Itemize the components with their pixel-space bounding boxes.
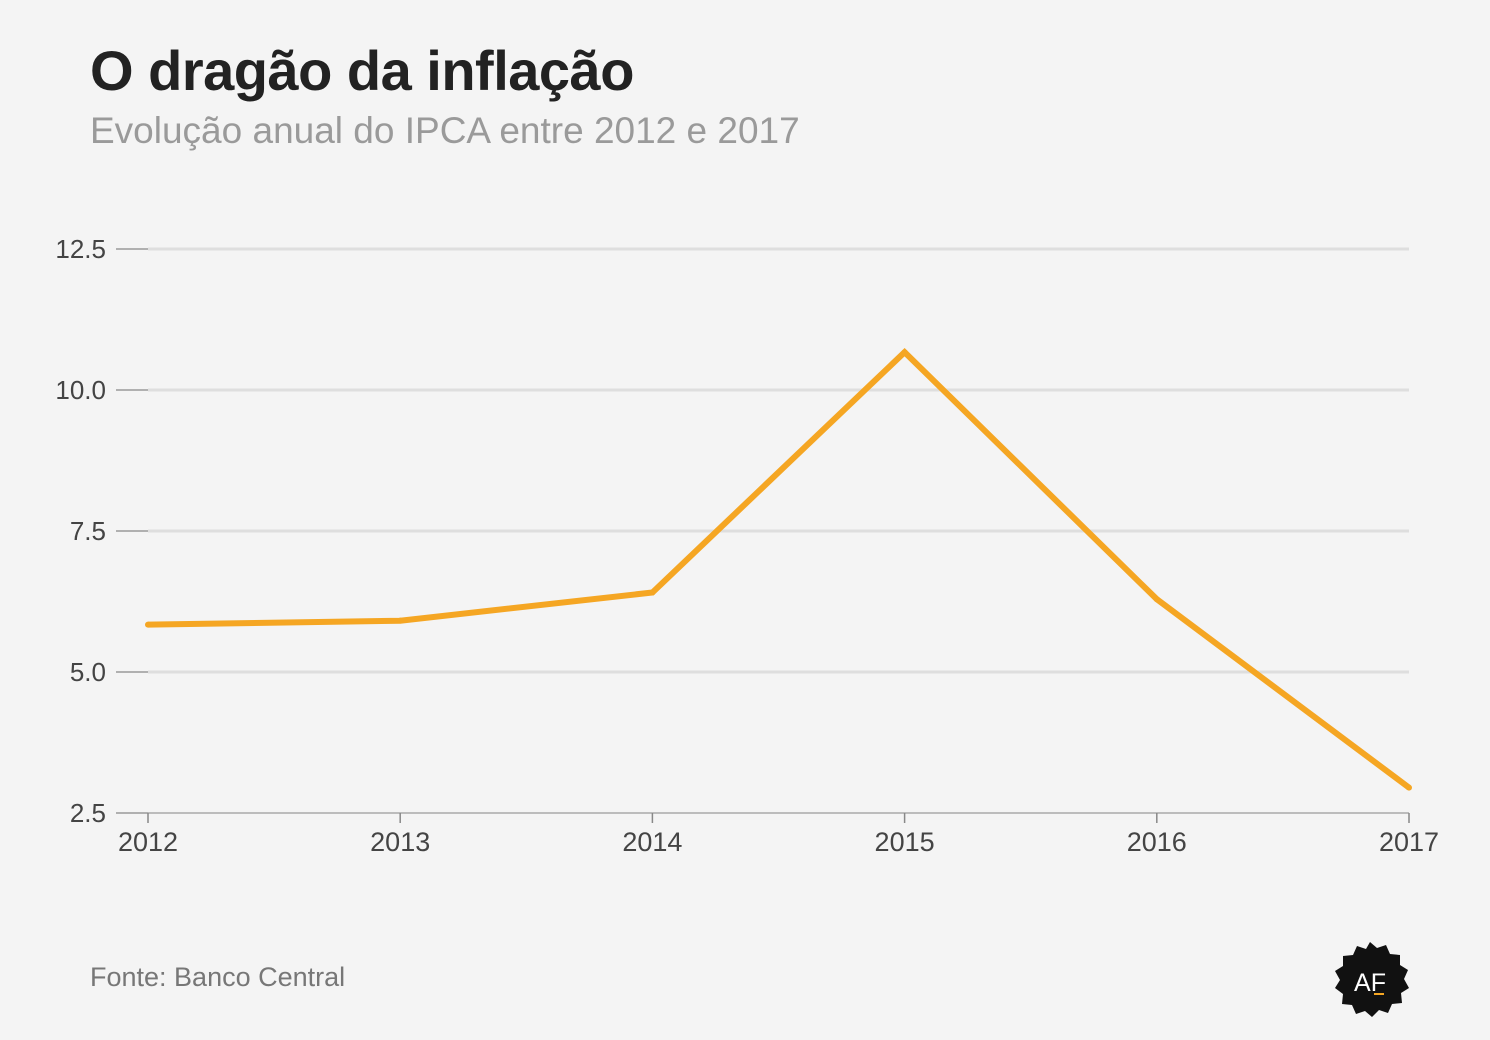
logo-badge-shape — [1335, 942, 1409, 1017]
chart-subtitle: Evolução anual do IPCA entre 2012 e 2017 — [90, 110, 800, 151]
y-tick-label: 5.0 — [70, 657, 106, 687]
ipca-data-point — [1406, 784, 1412, 791]
x-tick-label: 2017 — [1379, 827, 1439, 857]
y-tick-label: 12.5 — [55, 234, 106, 264]
logo-accent — [1374, 993, 1384, 995]
x-tick-label: 2016 — [1127, 827, 1187, 857]
ipca-data-point — [901, 349, 908, 356]
y-tick-label: 2.5 — [70, 798, 106, 828]
source-note: Fonte: Banco Central — [90, 962, 346, 992]
x-tick-label: 2014 — [622, 827, 682, 857]
chart-title: O dragão da inflação — [90, 39, 634, 102]
x-tick-label: 2012 — [118, 827, 178, 857]
x-tick-label: 2013 — [370, 827, 430, 857]
logo-text: AF — [1354, 969, 1386, 997]
ipca-data-point — [397, 617, 404, 624]
ipca-series-line — [147, 348, 1411, 791]
line-chart: 2.5 5.0 7.5 10.0 12.5 2012 2013 2014 2015 2016 201… — [55, 234, 1439, 857]
y-tick-label: 7.5 — [70, 516, 106, 546]
ipca-data-point — [1153, 596, 1160, 603]
x-tick-label: 2015 — [875, 827, 935, 857]
ipca-data-point — [649, 589, 656, 596]
af-logo: AF — [1335, 942, 1409, 1017]
y-tick-label: 10.0 — [55, 375, 106, 405]
ipca-data-point — [145, 621, 151, 628]
